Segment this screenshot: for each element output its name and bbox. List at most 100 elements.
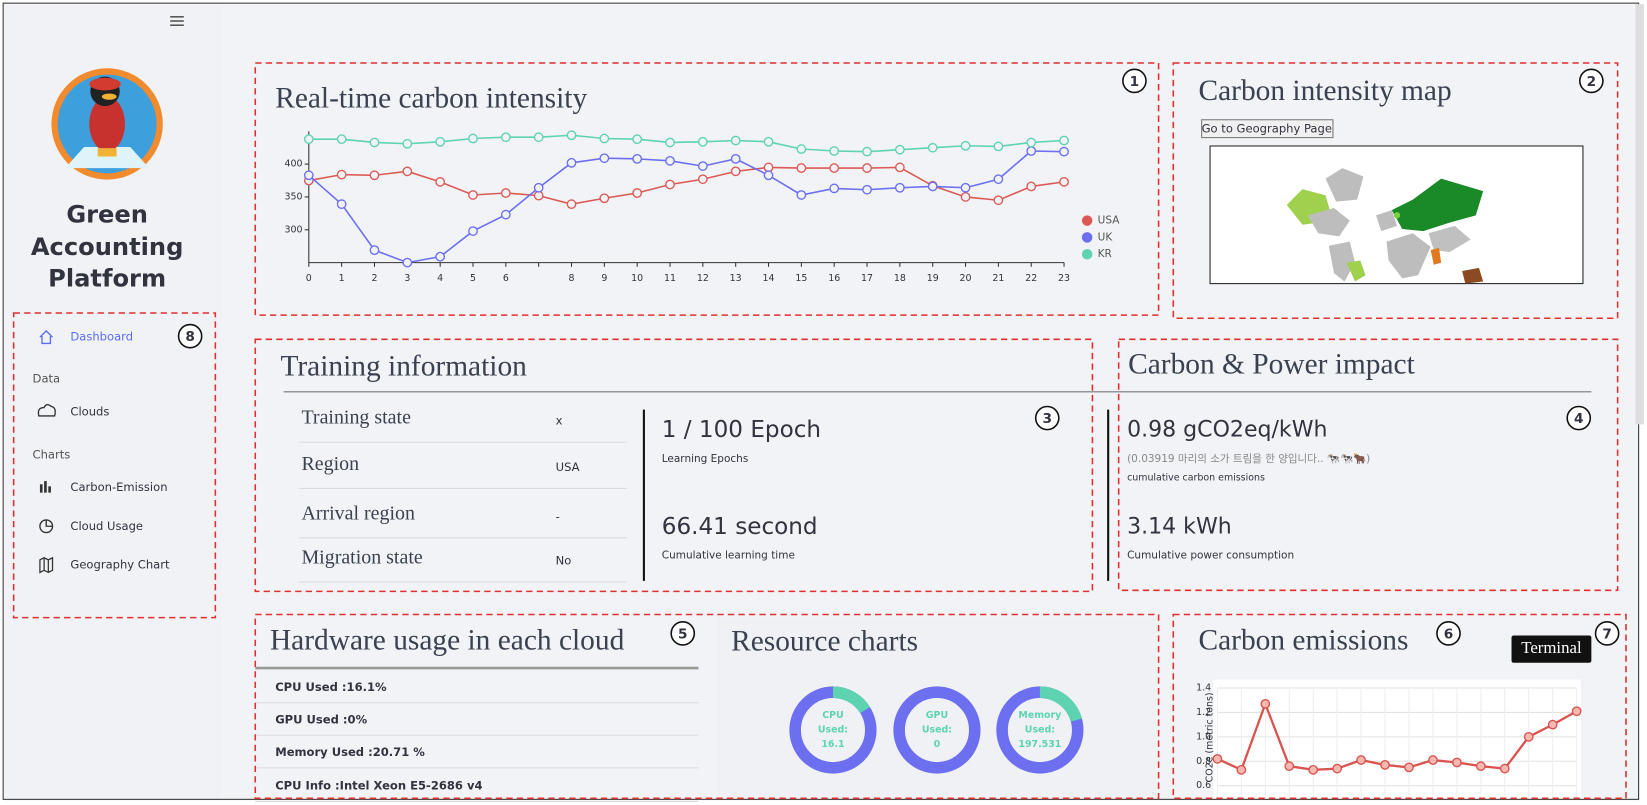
point bbox=[730, 135, 741, 146]
x-tick-label: 4 bbox=[437, 273, 443, 284]
point bbox=[1571, 706, 1582, 717]
geography-button[interactable] bbox=[1201, 119, 1334, 139]
point bbox=[303, 134, 314, 145]
legend-swatch bbox=[1081, 248, 1093, 260]
nav-label[interactable]: Clouds bbox=[70, 404, 109, 418]
point bbox=[993, 141, 1004, 152]
point bbox=[1404, 762, 1414, 773]
donut-label: GPU bbox=[926, 710, 948, 721]
point bbox=[1428, 755, 1438, 765]
hardware-unit: % bbox=[356, 712, 368, 726]
point bbox=[1059, 146, 1069, 157]
point bbox=[862, 146, 872, 157]
highlight-box bbox=[1172, 613, 1627, 800]
point bbox=[369, 245, 380, 256]
annotation-marker bbox=[1436, 621, 1461, 646]
menu-button[interactable] bbox=[170, 16, 184, 26]
x-tick-label: 13 bbox=[730, 273, 742, 284]
nav-label[interactable]: Dashboard bbox=[70, 330, 133, 344]
donut-label: Used: bbox=[818, 725, 848, 736]
point bbox=[862, 184, 872, 195]
point bbox=[632, 153, 643, 164]
nav-dashboard[interactable]: Dashboard bbox=[39, 330, 133, 345]
x-tick-label: 15 bbox=[795, 273, 807, 284]
point bbox=[829, 163, 840, 173]
hardware-value: 0 bbox=[348, 712, 356, 726]
point bbox=[566, 130, 577, 141]
hardware-label: Memory Used : bbox=[275, 745, 373, 759]
button-label[interactable]: Go to Geography Page bbox=[1202, 122, 1332, 136]
annotation-number: 2 bbox=[1587, 74, 1597, 90]
series-line bbox=[308, 166, 1065, 205]
point bbox=[1236, 764, 1247, 775]
hardware-label: GPU Used : bbox=[275, 712, 347, 726]
point bbox=[566, 157, 577, 168]
nav-label[interactable]: Geography Chart bbox=[70, 558, 170, 572]
x-tick-label: 11 bbox=[664, 273, 676, 284]
donut-value: 0 bbox=[934, 739, 941, 750]
scrollbar bbox=[1635, 4, 1644, 425]
panel-title: Carbon & Power impact bbox=[1128, 348, 1415, 380]
highlight-box bbox=[12, 312, 217, 619]
point bbox=[763, 162, 774, 173]
hardware-item: Memory Used :20.71 % bbox=[275, 745, 425, 759]
point bbox=[796, 144, 807, 154]
donut-label: CPU bbox=[822, 710, 844, 721]
nav-cloud-usage[interactable]: Cloud Usage bbox=[39, 519, 143, 534]
power-value: 3.14 kWh bbox=[1127, 514, 1232, 539]
annotation-number: 6 bbox=[1444, 626, 1454, 642]
donut-label: Used: bbox=[922, 725, 952, 736]
nav-label[interactable]: Carbon-Emission bbox=[70, 480, 167, 494]
point bbox=[1523, 731, 1534, 742]
point bbox=[599, 193, 610, 204]
panel-title: Carbon emissions bbox=[1199, 625, 1409, 657]
x-tick-label: 0 bbox=[306, 273, 312, 284]
row-label: Training state bbox=[301, 407, 411, 429]
top-strip bbox=[246, 0, 591, 5]
x-tick-label: 1 bbox=[339, 273, 345, 284]
point bbox=[993, 195, 1004, 206]
row-label: Arrival region bbox=[301, 502, 415, 524]
y-tick-label: 0.6 bbox=[1196, 780, 1211, 791]
highlight-box bbox=[254, 62, 1160, 316]
panel-title: Resource charts bbox=[731, 626, 918, 658]
app-title: Accounting bbox=[31, 233, 184, 261]
point bbox=[829, 183, 840, 194]
nav-clouds[interactable]: Clouds bbox=[37, 403, 109, 418]
x-tick-label: 6 bbox=[503, 273, 509, 284]
hardware-item: CPU Info :Intel Xeon E5-2686 v4 bbox=[275, 778, 482, 792]
y-tick-label: 0.8 bbox=[1196, 756, 1211, 767]
y-tick-label: 400 bbox=[284, 159, 302, 170]
point bbox=[665, 137, 675, 148]
row-value: x bbox=[556, 414, 563, 428]
tooltip bbox=[1511, 635, 1592, 663]
point bbox=[1452, 757, 1462, 768]
nav-carbon-emission[interactable]: Carbon-Emission bbox=[39, 480, 168, 494]
hardware-label: CPU Used : bbox=[275, 679, 346, 693]
point bbox=[402, 257, 413, 268]
row-value: - bbox=[556, 509, 560, 523]
row-label: Migration state bbox=[301, 546, 422, 568]
world-map bbox=[1209, 145, 1584, 285]
point bbox=[303, 170, 314, 181]
x-tick-label: 3 bbox=[404, 273, 410, 284]
app-title: Green bbox=[66, 200, 148, 228]
y-tick-label: 1.2 bbox=[1196, 707, 1211, 718]
annotation-marker bbox=[670, 621, 696, 646]
row-value: USA bbox=[556, 460, 580, 474]
point bbox=[665, 179, 675, 190]
nav-label[interactable]: Cloud Usage bbox=[70, 519, 143, 533]
point bbox=[697, 136, 708, 147]
nav-geography-chart[interactable]: Geography Chart bbox=[39, 556, 170, 574]
row-label: Region bbox=[301, 453, 359, 475]
annotation-number: 4 bbox=[1574, 411, 1584, 427]
nav-header: Charts bbox=[33, 447, 71, 461]
point bbox=[894, 182, 905, 193]
point bbox=[1380, 760, 1390, 770]
donut-label: Memory bbox=[1018, 710, 1061, 721]
donut-arc bbox=[789, 686, 877, 774]
annotation-number: 8 bbox=[185, 329, 195, 345]
tooltip-label: Terminal bbox=[1521, 638, 1582, 657]
donut-arc bbox=[996, 686, 1084, 774]
